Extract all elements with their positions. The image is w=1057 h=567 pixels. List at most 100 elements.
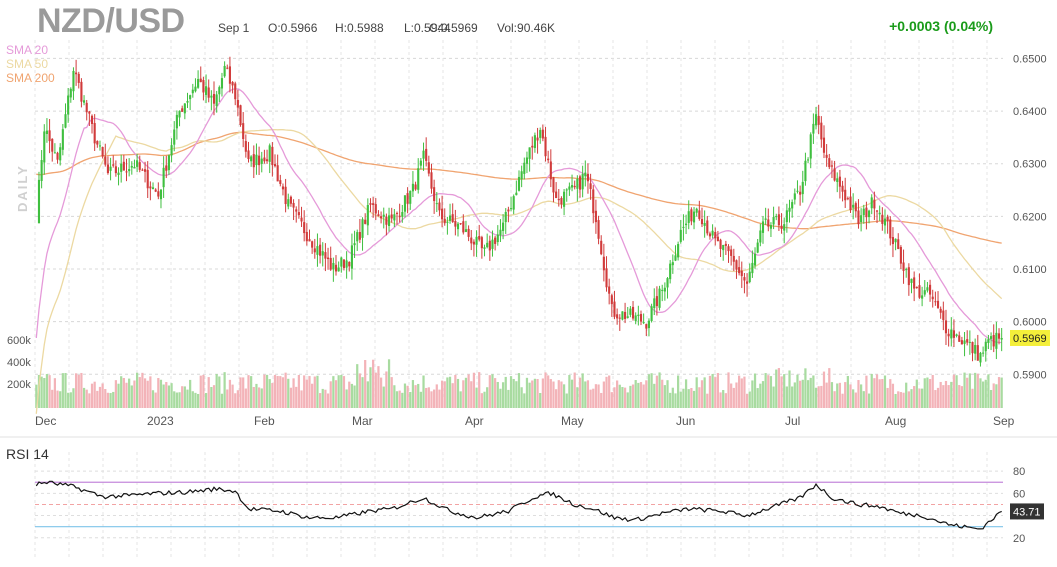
candle-body bbox=[878, 212, 881, 215]
volume-bar bbox=[560, 381, 563, 408]
candle-body bbox=[470, 237, 473, 244]
volume-bar bbox=[690, 388, 693, 408]
rsi-tick-label: 60 bbox=[1013, 488, 1025, 500]
candle-body bbox=[809, 134, 812, 159]
candle-body bbox=[106, 164, 109, 174]
candle-body bbox=[223, 65, 226, 77]
candle-body bbox=[740, 270, 743, 277]
candle-body bbox=[372, 203, 375, 205]
candle-body bbox=[149, 186, 152, 189]
volume-bar bbox=[334, 380, 338, 408]
candle-body bbox=[96, 141, 99, 145]
candle-body bbox=[324, 252, 327, 259]
candle-body bbox=[929, 284, 932, 295]
volume-bar bbox=[417, 383, 420, 408]
volume-bar bbox=[464, 377, 468, 408]
volume-bar bbox=[756, 388, 759, 408]
volume-bar bbox=[414, 385, 417, 408]
volume-bar bbox=[265, 374, 269, 408]
candle-body bbox=[626, 316, 629, 318]
candle-body bbox=[143, 169, 147, 172]
volume-bar bbox=[825, 382, 828, 408]
volume-bar bbox=[783, 374, 786, 408]
volume-bar bbox=[751, 380, 754, 408]
candle-body bbox=[40, 160, 43, 181]
volume-bar bbox=[96, 390, 99, 408]
volume-bar bbox=[101, 383, 104, 408]
volume-bar bbox=[894, 393, 897, 408]
candle-body bbox=[883, 218, 887, 226]
volume-bar bbox=[112, 391, 115, 408]
candle-body bbox=[820, 122, 823, 140]
price-tick-label: 0.6300 bbox=[1013, 159, 1047, 171]
volume-bar bbox=[173, 391, 176, 408]
volume-bar bbox=[621, 387, 624, 408]
volume-bar bbox=[297, 374, 300, 408]
volume-bar bbox=[865, 375, 868, 408]
volume-bar bbox=[608, 375, 611, 408]
candle-body bbox=[746, 281, 749, 284]
volume-bar bbox=[170, 383, 173, 408]
volume-bar bbox=[931, 375, 934, 408]
candle-body bbox=[915, 286, 918, 288]
candle-body bbox=[679, 229, 682, 242]
candle-body bbox=[857, 210, 860, 225]
volume-bar bbox=[401, 392, 404, 408]
candle-body bbox=[382, 214, 385, 217]
volume-bar bbox=[960, 386, 964, 408]
current-price-tag-bg bbox=[1010, 329, 1050, 346]
candle-body bbox=[997, 333, 1001, 339]
candle-body bbox=[807, 159, 810, 161]
candle-body bbox=[570, 185, 574, 188]
price-tick-label: 0.6400 bbox=[1013, 106, 1047, 118]
volume-bar bbox=[772, 386, 775, 408]
candle-body bbox=[387, 215, 391, 226]
volume-bar bbox=[483, 391, 486, 408]
candle-body bbox=[552, 177, 555, 193]
candle-body bbox=[483, 247, 486, 249]
candle-body bbox=[120, 163, 123, 172]
candle-body bbox=[464, 229, 468, 232]
candle-body bbox=[547, 158, 550, 161]
time-axis: Dec 2023 Feb Mar Apr May Jun Jul Aug Sep bbox=[0, 414, 1057, 438]
volume-bar bbox=[35, 384, 38, 408]
volume-bar bbox=[610, 392, 613, 408]
volume-bar bbox=[271, 383, 274, 408]
volume-bar bbox=[544, 372, 547, 408]
volume-bar bbox=[67, 392, 70, 408]
volume-bar bbox=[499, 388, 502, 408]
candle-body bbox=[992, 335, 995, 347]
volume-bar bbox=[740, 378, 743, 408]
candle-body bbox=[69, 88, 72, 98]
volume-bar bbox=[133, 380, 136, 408]
volume-axis: 600k 400k 200k bbox=[7, 335, 31, 391]
volume-bar bbox=[387, 359, 391, 408]
volume-bar bbox=[43, 378, 46, 408]
volume-bar bbox=[204, 393, 208, 408]
volume-bar bbox=[881, 378, 884, 408]
volume-bar bbox=[658, 372, 661, 408]
candle-body bbox=[271, 146, 274, 166]
candle-body bbox=[319, 244, 322, 256]
candle-body bbox=[645, 324, 648, 329]
volume-bar bbox=[552, 381, 555, 408]
candle-body bbox=[785, 210, 788, 223]
volume-bar bbox=[974, 372, 977, 408]
volume-bar bbox=[279, 376, 282, 408]
volume-bar bbox=[350, 383, 354, 408]
volume-bar bbox=[992, 383, 995, 408]
candle-body bbox=[910, 278, 913, 283]
volume-bar bbox=[149, 376, 152, 408]
candle-body bbox=[568, 186, 571, 190]
candle-body bbox=[613, 301, 616, 317]
candle-body bbox=[923, 290, 926, 295]
volume-bar bbox=[626, 392, 629, 408]
volume-bar bbox=[745, 393, 749, 408]
low-value: L:0.5944 bbox=[404, 21, 451, 35]
candle-body bbox=[395, 212, 399, 214]
candle-body bbox=[533, 135, 536, 149]
volume-bar bbox=[263, 374, 266, 408]
volume-bar bbox=[374, 372, 377, 408]
volume-bar bbox=[613, 387, 616, 408]
